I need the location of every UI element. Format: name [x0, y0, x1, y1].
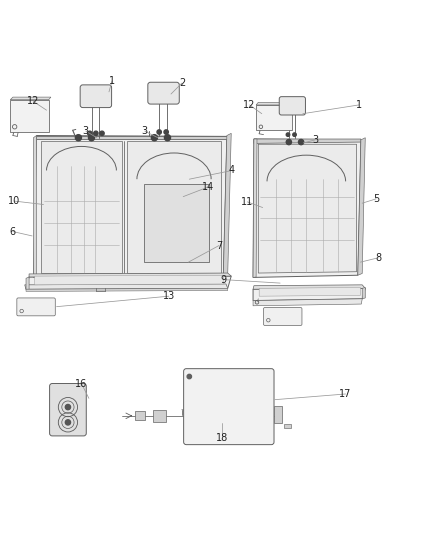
Circle shape [164, 130, 168, 134]
Circle shape [151, 135, 157, 141]
FancyBboxPatch shape [148, 82, 179, 104]
Text: 11: 11 [241, 197, 254, 207]
Polygon shape [144, 183, 209, 262]
FancyBboxPatch shape [274, 406, 283, 423]
Polygon shape [253, 299, 362, 306]
Text: 12: 12 [244, 100, 256, 110]
Text: 16: 16 [75, 378, 88, 389]
Polygon shape [362, 287, 365, 299]
Polygon shape [11, 97, 51, 100]
Polygon shape [256, 105, 292, 130]
Circle shape [298, 140, 304, 144]
FancyBboxPatch shape [80, 85, 112, 108]
FancyBboxPatch shape [264, 308, 302, 326]
Circle shape [100, 131, 104, 135]
Text: 9: 9 [220, 274, 226, 285]
Polygon shape [33, 135, 36, 277]
Circle shape [164, 135, 170, 141]
Text: 6: 6 [10, 227, 16, 237]
Polygon shape [127, 141, 221, 273]
Polygon shape [258, 144, 357, 273]
FancyBboxPatch shape [17, 298, 55, 316]
FancyBboxPatch shape [279, 96, 305, 115]
Text: 1: 1 [109, 76, 115, 86]
Polygon shape [253, 139, 257, 277]
Text: 3: 3 [142, 126, 148, 136]
Polygon shape [29, 273, 231, 277]
Polygon shape [26, 288, 228, 292]
Circle shape [157, 130, 161, 134]
Circle shape [286, 133, 290, 136]
Text: 12: 12 [27, 96, 39, 107]
Polygon shape [253, 139, 361, 277]
Polygon shape [11, 100, 49, 132]
Circle shape [88, 135, 95, 141]
Polygon shape [223, 133, 231, 276]
Circle shape [65, 405, 71, 410]
FancyBboxPatch shape [49, 384, 86, 436]
Circle shape [187, 374, 191, 379]
FancyBboxPatch shape [135, 411, 145, 420]
Circle shape [293, 133, 296, 136]
Circle shape [65, 420, 71, 425]
Text: 10: 10 [8, 196, 20, 206]
Polygon shape [41, 141, 122, 273]
Text: 2: 2 [179, 78, 185, 88]
Circle shape [94, 131, 98, 135]
Text: 7: 7 [216, 240, 222, 251]
Polygon shape [358, 138, 365, 275]
Polygon shape [35, 275, 223, 285]
Polygon shape [253, 288, 365, 301]
Polygon shape [26, 277, 29, 289]
Text: 4: 4 [229, 165, 235, 175]
Circle shape [88, 131, 92, 135]
Polygon shape [36, 135, 227, 139]
Text: 17: 17 [339, 389, 352, 399]
Text: 1: 1 [356, 100, 362, 110]
Text: 3: 3 [83, 126, 89, 136]
FancyBboxPatch shape [285, 424, 291, 428]
Polygon shape [256, 102, 294, 105]
Polygon shape [254, 139, 361, 143]
Polygon shape [259, 287, 360, 296]
Text: 13: 13 [162, 291, 175, 301]
Circle shape [75, 135, 81, 141]
Polygon shape [26, 276, 231, 289]
FancyBboxPatch shape [152, 410, 166, 422]
Polygon shape [25, 284, 228, 289]
Text: 3: 3 [312, 135, 318, 145]
Polygon shape [253, 285, 365, 289]
Text: 14: 14 [202, 182, 214, 192]
Polygon shape [33, 135, 227, 277]
FancyBboxPatch shape [184, 369, 274, 445]
Circle shape [286, 140, 291, 144]
Text: 18: 18 [216, 433, 229, 442]
Text: 8: 8 [375, 253, 381, 263]
Text: 5: 5 [373, 194, 379, 204]
